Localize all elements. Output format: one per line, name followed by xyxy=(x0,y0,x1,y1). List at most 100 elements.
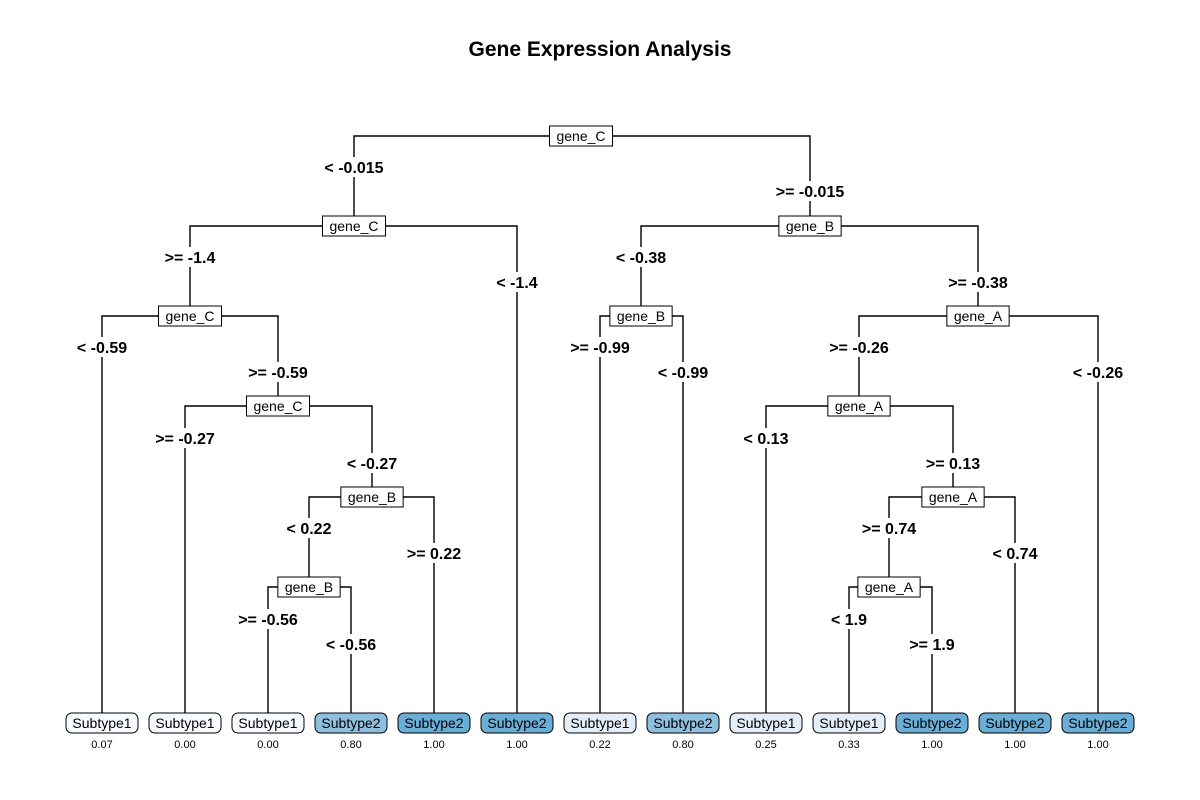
tree-edge-n2-L6 xyxy=(354,225,518,713)
leaf-node-box xyxy=(978,712,1052,734)
edge-condition-label: >= -0.56 xyxy=(238,612,298,629)
tree-edge-n6-n8 xyxy=(858,315,978,396)
edge-label-n8-n10: >= 0.13 xyxy=(923,453,983,473)
edge-label-background xyxy=(828,609,870,629)
leaf-node-box xyxy=(563,712,637,734)
tree-edge-n1-n3 xyxy=(581,135,811,216)
edge-condition-label: < -0.015 xyxy=(324,160,383,177)
leaf-probability-label: 0.00 xyxy=(174,739,195,751)
leaf-probability-label: 1.00 xyxy=(921,739,942,751)
leaf-node-L3: Subtype1 0.00 xyxy=(231,712,305,751)
edge-condition-label: < -0.59 xyxy=(77,340,127,357)
leaf-probability-label: 0.22 xyxy=(589,739,610,751)
edge-label-n5-L7: >= -0.99 xyxy=(568,337,632,357)
split-node-n6: gene_A xyxy=(946,305,1010,327)
leaf-node-L1: Subtype1 0.07 xyxy=(65,712,139,751)
leaf-node-L9: Subtype1 0.25 xyxy=(729,712,803,751)
edge-condition-label: < 0.22 xyxy=(287,521,332,538)
split-node-n1: gene_C xyxy=(548,125,614,147)
tree-edge-n6-L13 xyxy=(978,315,1099,713)
edge-label-background xyxy=(613,247,669,267)
split-variable-label: gene_B xyxy=(285,579,333,595)
split-node-box xyxy=(157,305,223,327)
edge-labels-layer: < -0.015 >= -0.015 >= -1.4 < -1.4 < -0.59 >= … xyxy=(74,157,1126,654)
edge-label-background xyxy=(1070,362,1126,382)
tree-edge-n4-L1 xyxy=(101,315,190,713)
leaf-node-box xyxy=(314,712,388,734)
split-node-n11: gene_B xyxy=(277,576,341,598)
edge-condition-label: < -0.38 xyxy=(616,250,666,267)
edge-label-n9-n11: < 0.22 xyxy=(284,518,334,538)
split-node-n3: gene_B xyxy=(778,215,842,237)
tree-edge-n7-n9 xyxy=(278,405,373,487)
tree-edge-n9-L5 xyxy=(372,496,435,713)
edge-label-n5-L8: < -0.99 xyxy=(655,362,711,382)
split-node-box xyxy=(277,576,341,598)
edge-label-background xyxy=(74,337,130,357)
split-variable-label: gene_A xyxy=(929,489,978,505)
edge-condition-label: < -0.99 xyxy=(658,365,708,382)
leaf-class-label: Subtype2 xyxy=(985,715,1044,731)
leaf-node-box xyxy=(148,712,222,734)
leaf-node-L10: Subtype1 0.33 xyxy=(812,712,886,751)
split-node-box xyxy=(245,395,311,417)
edge-label-background xyxy=(236,609,300,629)
leaf-node-box xyxy=(729,712,803,734)
leaf-class-label: Subtype2 xyxy=(404,715,463,731)
edge-label-n7-n9: < -0.27 xyxy=(344,453,400,473)
tree-edge-n12-L10 xyxy=(848,586,889,713)
leaf-class-label: Subtype1 xyxy=(736,715,795,731)
edge-label-n6-L13: < -0.26 xyxy=(1070,362,1126,382)
edge-label-background xyxy=(827,337,891,357)
leaf-class-label: Subtype1 xyxy=(72,715,131,731)
tree-edge-n3-n6 xyxy=(810,225,979,306)
leaf-class-label: Subtype2 xyxy=(487,715,546,731)
leaf-class-label: Subtype1 xyxy=(238,715,297,731)
edge-label-background xyxy=(907,634,957,654)
tree-edge-n1-n2 xyxy=(353,135,581,216)
leaf-class-label: Subtype1 xyxy=(819,715,878,731)
edge-label-n10-L12: < 0.74 xyxy=(990,543,1040,563)
split-node-box xyxy=(827,395,891,417)
edge-label-background xyxy=(859,518,919,538)
split-node-box xyxy=(548,125,614,147)
split-variable-label: gene_A xyxy=(954,308,1003,324)
edge-label-n2-L6: < -1.4 xyxy=(494,272,540,292)
split-variable-label: gene_C xyxy=(253,398,302,414)
edge-label-n11-L3: >= -0.56 xyxy=(236,609,300,629)
edge-condition-label: < -0.27 xyxy=(347,456,397,473)
split-node-n9: gene_B xyxy=(340,486,404,508)
edge-condition-label: >= 1.9 xyxy=(909,637,954,654)
edge-label-background xyxy=(322,157,386,177)
leaf-node-L7: Subtype1 0.22 xyxy=(563,712,637,751)
leaf-class-label: Subtype2 xyxy=(653,715,712,731)
leaf-probability-label: 1.00 xyxy=(423,739,444,751)
tree-edge-n10-L12 xyxy=(953,496,1016,713)
leaf-probability-label: 0.25 xyxy=(755,739,776,751)
edge-label-background xyxy=(655,362,711,382)
edge-condition-label: < -1.4 xyxy=(496,275,537,292)
leaf-node-L11: Subtype2 1.00 xyxy=(895,712,969,751)
split-node-box xyxy=(321,215,387,237)
leaf-node-box xyxy=(646,712,720,734)
leaf-node-L13: Subtype2 1.00 xyxy=(1061,712,1135,751)
chart-title: Gene Expression Analysis xyxy=(468,38,731,61)
edge-condition-label: >= -0.26 xyxy=(829,340,889,357)
tree-edge-n4-n7 xyxy=(190,315,279,396)
split-node-n2: gene_C xyxy=(321,215,387,237)
split-node-n4: gene_C xyxy=(157,305,223,327)
edge-label-background xyxy=(568,337,632,357)
edge-condition-label: >= 0.13 xyxy=(926,456,980,473)
split-variable-label: gene_C xyxy=(556,128,605,144)
leaf-node-box xyxy=(397,712,471,734)
leaf-node-L12: Subtype2 1.00 xyxy=(978,712,1052,751)
tree-edge-n11-L3 xyxy=(267,586,309,713)
edge-label-background xyxy=(284,518,334,538)
split-variable-label: gene_A xyxy=(865,579,914,595)
edge-label-n1-n3: >= -0.015 xyxy=(773,181,847,201)
tree-edge-n7-L2 xyxy=(184,405,278,713)
edge-label-background xyxy=(153,428,217,448)
tree-edge-n5-L7 xyxy=(599,315,641,713)
